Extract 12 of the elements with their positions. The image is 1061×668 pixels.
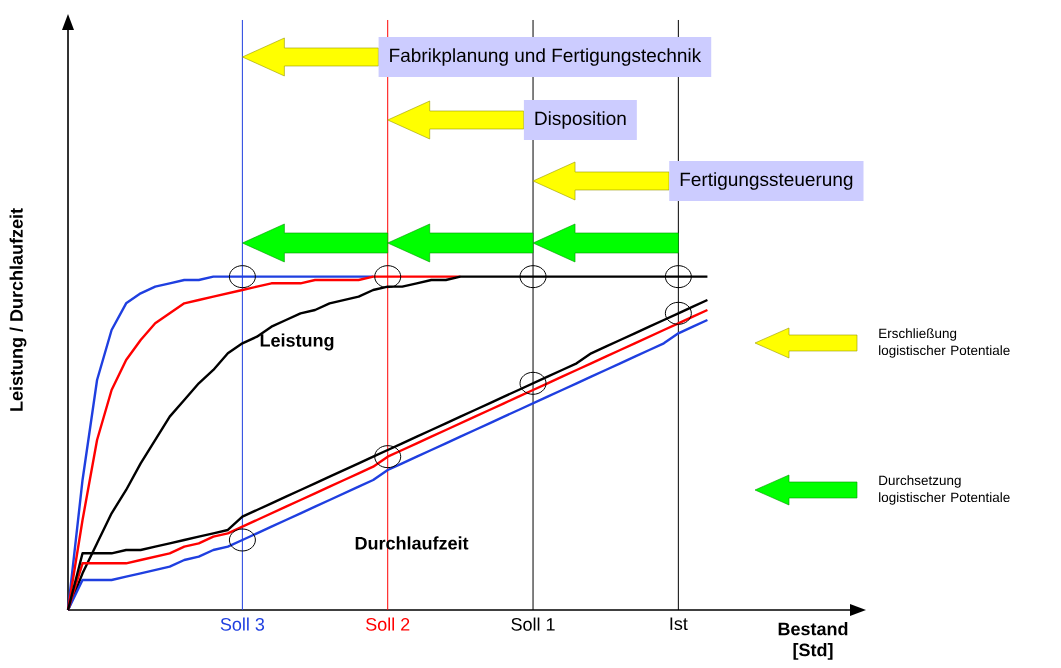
x-tick-label: Soll 2 (366, 617, 410, 631)
text: Disposition (535, 111, 626, 129)
x-tick-label: Ist (670, 617, 688, 631)
x-tick-label: Soll 3 (220, 617, 265, 631)
text: Fabrikplanung und Fertigungstechnik (390, 48, 702, 66)
text: Fertigungssteuerung (680, 172, 853, 190)
annotation: Leistung (260, 333, 334, 351)
text: Erschließung logistischer Potentiale (879, 328, 1010, 358)
x-axis-title: Bestand [Std] (778, 622, 848, 660)
y-axis-title: Leistung / Durchlaufzeit (9, 208, 27, 411)
text: Durchsetzung logistischer Potentiale (879, 475, 1010, 505)
x-tick-label: Soll 1 (511, 617, 555, 631)
